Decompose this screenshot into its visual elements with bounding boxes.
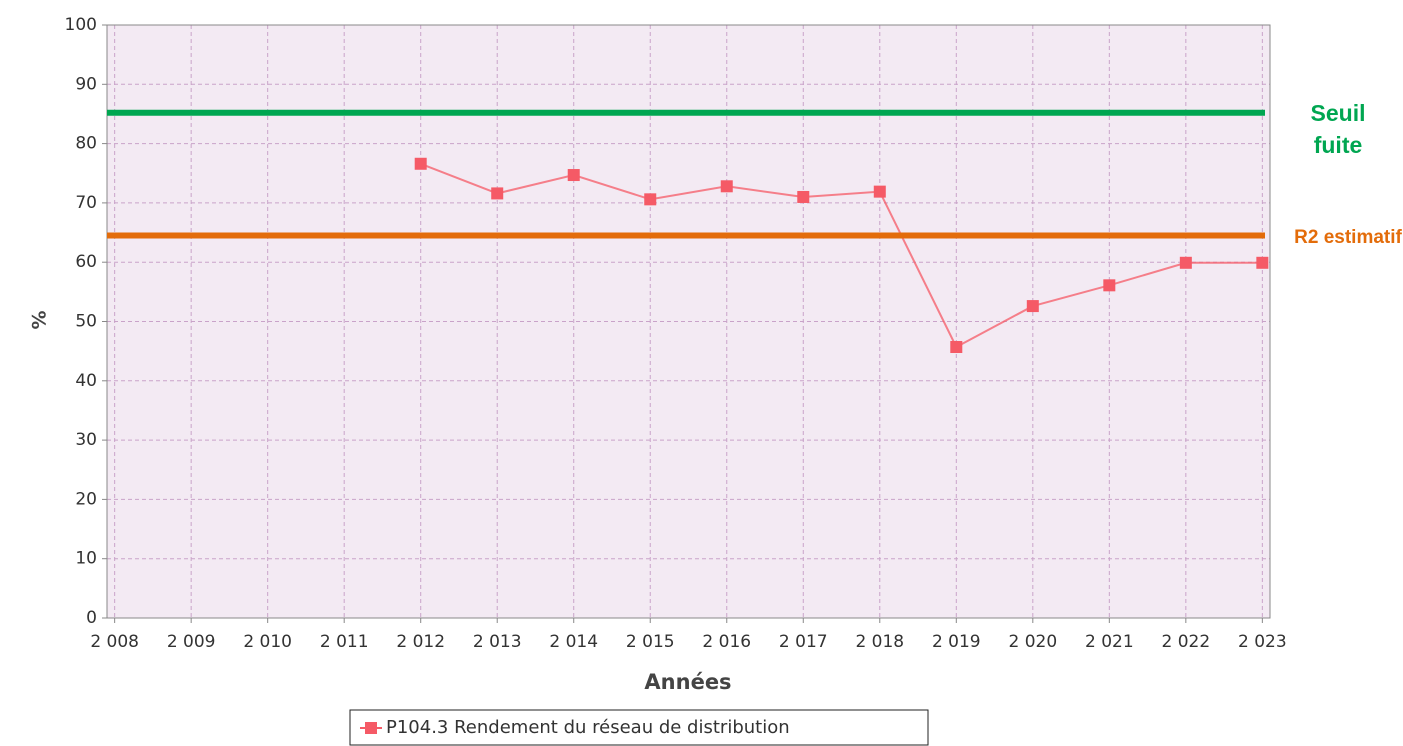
data-point <box>1256 256 1269 269</box>
data-point <box>567 169 580 182</box>
y-tick-label: 40 <box>75 371 97 391</box>
legend: P104.3 Rendement du réseau de distributi… <box>349 709 929 746</box>
legend-marker <box>365 722 377 734</box>
y-tick-label: 10 <box>75 549 97 569</box>
y-tick-label: 100 <box>65 15 97 35</box>
x-tick-label: 2 019 <box>932 632 981 652</box>
y-tick-label: 60 <box>75 252 97 272</box>
reference-label: Seuil fuite <box>1310 99 1366 158</box>
data-point <box>1103 279 1116 292</box>
x-tick-label: 2 009 <box>167 632 216 652</box>
y-tick-label: 90 <box>75 74 97 94</box>
y-tick-label: 30 <box>75 430 97 450</box>
legend-box <box>349 709 929 746</box>
data-point <box>720 180 733 193</box>
x-tick-label: 2 017 <box>779 632 828 652</box>
data-point <box>797 190 810 203</box>
x-tick-label: 2 008 <box>90 632 139 652</box>
x-tick-label: 2 010 <box>243 632 292 652</box>
plot-frame <box>106 24 1271 619</box>
x-tick-label: 2 016 <box>702 632 751 652</box>
y-tick-label: 70 <box>75 193 97 213</box>
x-tick-label: 2 020 <box>1008 632 1057 652</box>
series-line <box>420 162 1263 349</box>
x-tick-label: 2 014 <box>549 632 598 652</box>
legend-label: P104.3 Rendement du réseau de distributi… <box>386 717 790 738</box>
x-tick-label: 2 023 <box>1238 632 1287 652</box>
reference-label: R2 estimatif <box>1294 226 1402 248</box>
data-point <box>950 340 963 353</box>
x-tick-label: 2 021 <box>1085 632 1134 652</box>
x-axis-title: Années <box>644 670 731 694</box>
y-tick-label: 80 <box>75 134 97 154</box>
data-point <box>873 185 886 198</box>
data-point <box>491 187 504 200</box>
y-tick-label: 20 <box>75 489 97 509</box>
data-point <box>644 193 657 206</box>
x-tick-label: 2 022 <box>1161 632 1210 652</box>
y-tick-label: 50 <box>75 312 97 332</box>
x-tick-label: 2 015 <box>626 632 675 652</box>
x-tick-label: 2 013 <box>473 632 522 652</box>
data-point <box>1026 300 1039 313</box>
x-tick-label: 2 018 <box>855 632 904 652</box>
y-tick-label: 0 <box>86 608 97 628</box>
data-point <box>1179 256 1192 269</box>
y-axis-title: % <box>29 310 51 329</box>
data-point <box>414 157 427 170</box>
x-tick-label: 2 011 <box>320 632 369 652</box>
x-tick-label: 2 012 <box>396 632 445 652</box>
